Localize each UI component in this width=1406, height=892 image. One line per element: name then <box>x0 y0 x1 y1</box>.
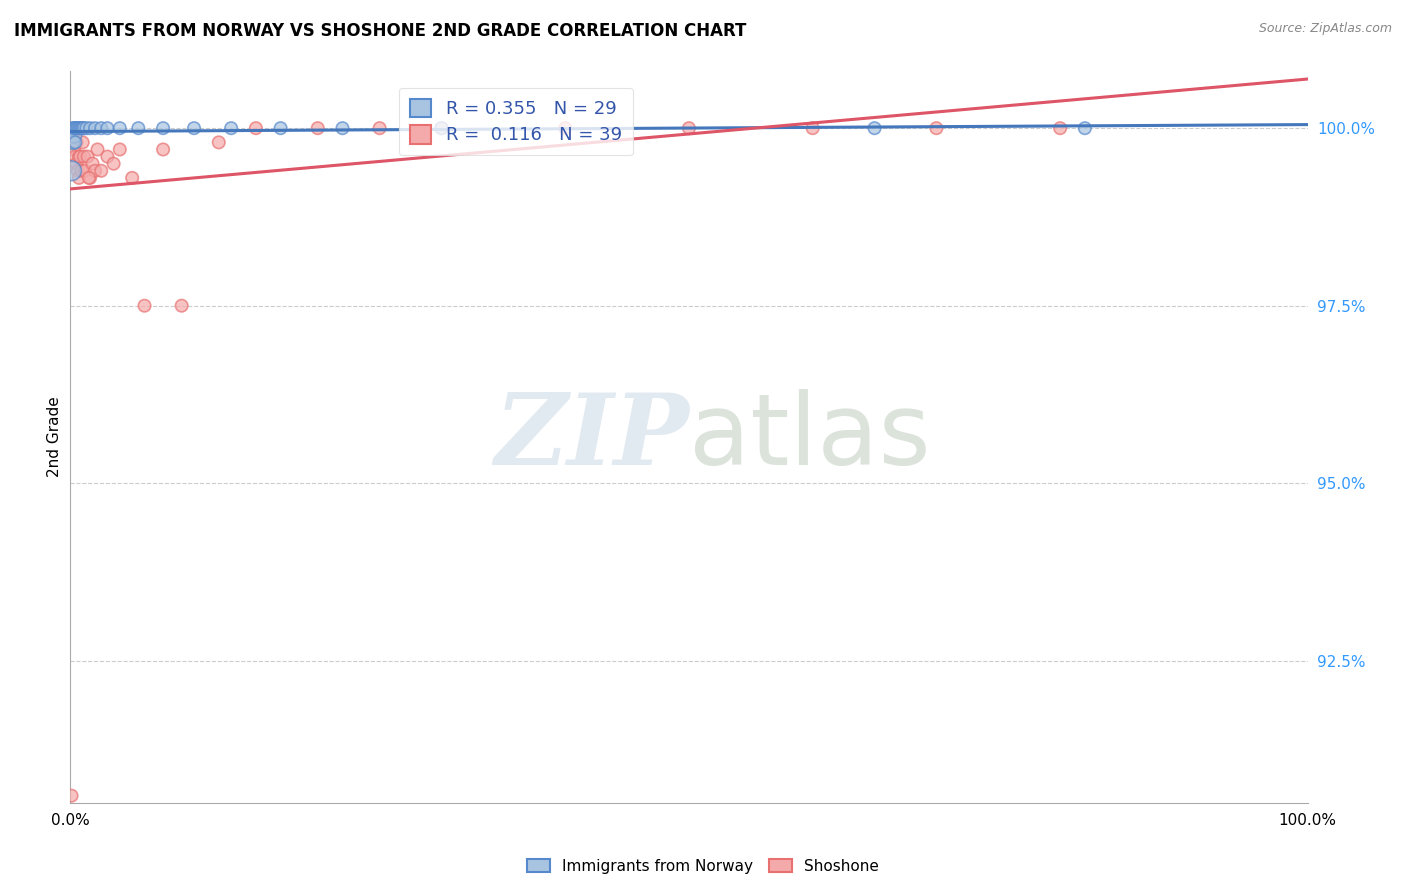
Point <box>108 121 131 136</box>
Point <box>70 163 93 178</box>
Point <box>801 121 824 136</box>
Point <box>63 121 86 136</box>
Point <box>65 136 87 150</box>
Point <box>77 170 100 185</box>
Point <box>65 136 87 150</box>
Point <box>103 156 125 170</box>
Point <box>69 121 91 136</box>
Point <box>368 121 391 136</box>
Point <box>678 121 700 136</box>
Point <box>307 121 329 136</box>
Point <box>70 121 93 136</box>
Point <box>65 150 87 164</box>
Text: IMMIGRANTS FROM NORWAY VS SHOSHONE 2ND GRADE CORRELATION CHART: IMMIGRANTS FROM NORWAY VS SHOSHONE 2ND G… <box>14 22 747 40</box>
Point <box>108 143 131 157</box>
Point <box>65 156 87 170</box>
Point <box>430 121 453 136</box>
Text: Source: ZipAtlas.com: Source: ZipAtlas.com <box>1258 22 1392 36</box>
Point <box>96 150 118 164</box>
Text: atlas: atlas <box>689 389 931 485</box>
Point <box>1074 121 1097 136</box>
Point <box>62 136 84 150</box>
Point <box>65 121 87 136</box>
Point <box>430 121 453 136</box>
Point <box>60 163 83 178</box>
Point <box>270 121 292 136</box>
Point <box>66 163 89 178</box>
Point <box>63 143 86 157</box>
Point <box>208 136 231 150</box>
Legend: R = 0.355   N = 29, R =  0.116   N = 39: R = 0.355 N = 29, R = 0.116 N = 39 <box>399 87 633 155</box>
Point <box>90 163 112 178</box>
Point <box>121 170 143 185</box>
Point <box>84 121 107 136</box>
Point <box>925 121 948 136</box>
Point <box>75 163 97 178</box>
Point <box>1049 121 1071 136</box>
Point <box>67 170 90 185</box>
Point <box>152 143 174 157</box>
Point <box>183 121 205 136</box>
Y-axis label: 2nd Grade: 2nd Grade <box>46 397 62 477</box>
Point <box>219 121 242 136</box>
Point <box>134 299 156 313</box>
Point <box>69 150 91 164</box>
Point <box>76 150 98 164</box>
Point <box>245 121 267 136</box>
Point <box>62 128 84 143</box>
Point <box>73 121 96 136</box>
Point <box>863 121 886 136</box>
Point <box>79 121 101 136</box>
Point <box>86 143 108 157</box>
Point <box>60 789 83 803</box>
Legend: Immigrants from Norway, Shoshone: Immigrants from Norway, Shoshone <box>522 853 884 880</box>
Point <box>152 121 174 136</box>
Point <box>67 150 90 164</box>
Point <box>65 121 87 136</box>
Point <box>554 121 576 136</box>
Point <box>62 121 84 136</box>
Point <box>332 121 354 136</box>
Point <box>75 121 97 136</box>
Point <box>73 150 96 164</box>
Point <box>82 156 104 170</box>
Point <box>63 136 86 150</box>
Text: ZIP: ZIP <box>494 389 689 485</box>
Point <box>90 121 112 136</box>
Point <box>66 121 89 136</box>
Point <box>79 170 101 185</box>
Point <box>72 121 94 136</box>
Point <box>67 121 90 136</box>
Point <box>170 299 193 313</box>
Point <box>72 136 94 150</box>
Point <box>127 121 149 136</box>
Point <box>84 163 107 178</box>
Point <box>96 121 118 136</box>
Point <box>63 128 86 143</box>
